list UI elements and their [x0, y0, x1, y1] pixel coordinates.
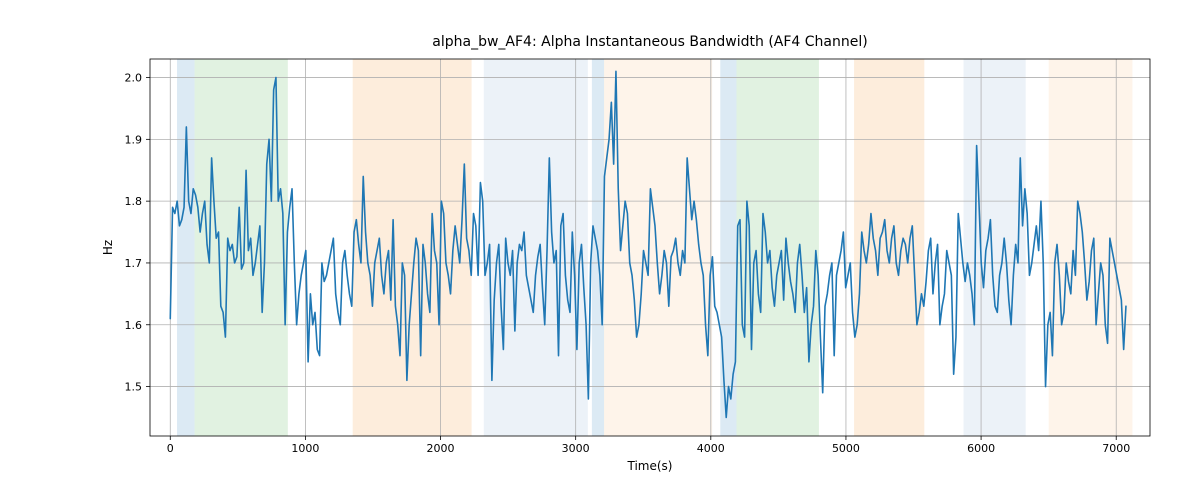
y-tick-label: 1.5: [125, 381, 143, 394]
chart-title: alpha_bw_AF4: Alpha Instantaneous Bandwi…: [432, 34, 867, 50]
band-4: [592, 59, 604, 436]
x-tick-label: 0: [167, 442, 174, 455]
y-tick-label: 1.8: [125, 195, 143, 208]
x-tick-label: 2000: [427, 442, 455, 455]
y-tick-label: 1.9: [125, 133, 143, 146]
y-axis-label: Hz: [101, 240, 115, 255]
chart-container: 0 1000 2000 3000 4000 5000 6000 7000 1.5 1.6 1.7 1.…: [0, 0, 1200, 500]
line-chart: 0 1000 2000 3000 4000 5000 6000 7000 1.5 1.6 1.7 1.…: [0, 0, 1200, 500]
band-6: [720, 59, 736, 436]
x-tick-label: 6000: [967, 442, 995, 455]
x-tick-label: 4000: [697, 442, 725, 455]
band-10: [1049, 59, 1133, 436]
y-tick-label: 1.6: [125, 319, 143, 332]
y-tick-label: 2.0: [125, 72, 143, 85]
band-0: [177, 59, 195, 436]
x-axis-label: Time(s): [627, 459, 673, 473]
y-tick-label: 1.7: [125, 257, 143, 270]
x-tick-label: 5000: [832, 442, 860, 455]
x-tick-label: 1000: [291, 442, 319, 455]
x-tick-label: 7000: [1102, 442, 1130, 455]
x-tick-label: 3000: [562, 442, 590, 455]
